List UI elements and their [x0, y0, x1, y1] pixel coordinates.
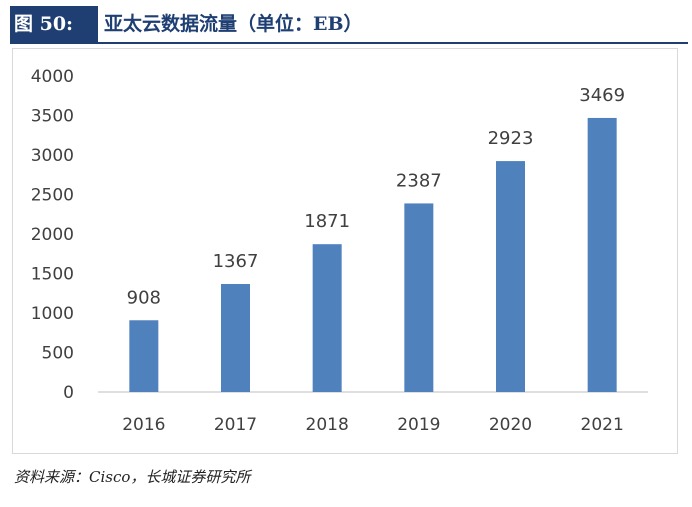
- data-label-2016: 908: [127, 287, 161, 308]
- x-tick-label-2021: 2021: [581, 415, 624, 435]
- y-tick-label: 3500: [31, 107, 74, 127]
- bar-2019: [404, 203, 434, 392]
- x-tick-label-2018: 2018: [306, 415, 349, 435]
- x-tick-label-2020: 2020: [489, 415, 532, 435]
- y-tick-label: 2000: [31, 225, 74, 245]
- y-tick-label: 1500: [31, 265, 74, 285]
- bar-2020: [496, 161, 525, 392]
- chart-frame: [12, 48, 678, 454]
- y-tick-label: 4000: [31, 67, 74, 87]
- figure-label: 图 50:: [10, 6, 98, 42]
- x-tick-label-2019: 2019: [397, 415, 440, 435]
- source-note: 资料来源：Cisco，长城证券研究所: [14, 468, 251, 486]
- bar-2021: [587, 117, 617, 392]
- data-label-2021: 3469: [579, 85, 625, 106]
- bar-2018: [312, 244, 342, 392]
- y-tick-label: 0: [63, 383, 74, 403]
- bar-2017: [221, 284, 250, 392]
- y-tick-label: 500: [42, 344, 74, 364]
- data-label-2018: 1871: [304, 211, 350, 232]
- x-tick-label-2016: 2016: [122, 415, 165, 435]
- bar-2016: [129, 320, 159, 392]
- figure-header: 图 50: 亚太云数据流量（单位：EB）: [10, 6, 688, 44]
- y-tick-label: 1000: [31, 304, 74, 324]
- data-label-2019: 2387: [396, 170, 442, 191]
- data-label-2020: 2923: [488, 128, 534, 149]
- y-tick-label: 2500: [31, 186, 74, 206]
- bar-chart: 0 500 1000 1500 2000 2500 3000 3500 4000 908 2016 1…: [31, 67, 648, 435]
- figure-title: 亚太云数据流量（单位：EB）: [104, 13, 363, 35]
- y-tick-label: 3000: [31, 146, 74, 166]
- x-tick-label-2017: 2017: [214, 415, 257, 435]
- data-label-2017: 1367: [213, 251, 259, 272]
